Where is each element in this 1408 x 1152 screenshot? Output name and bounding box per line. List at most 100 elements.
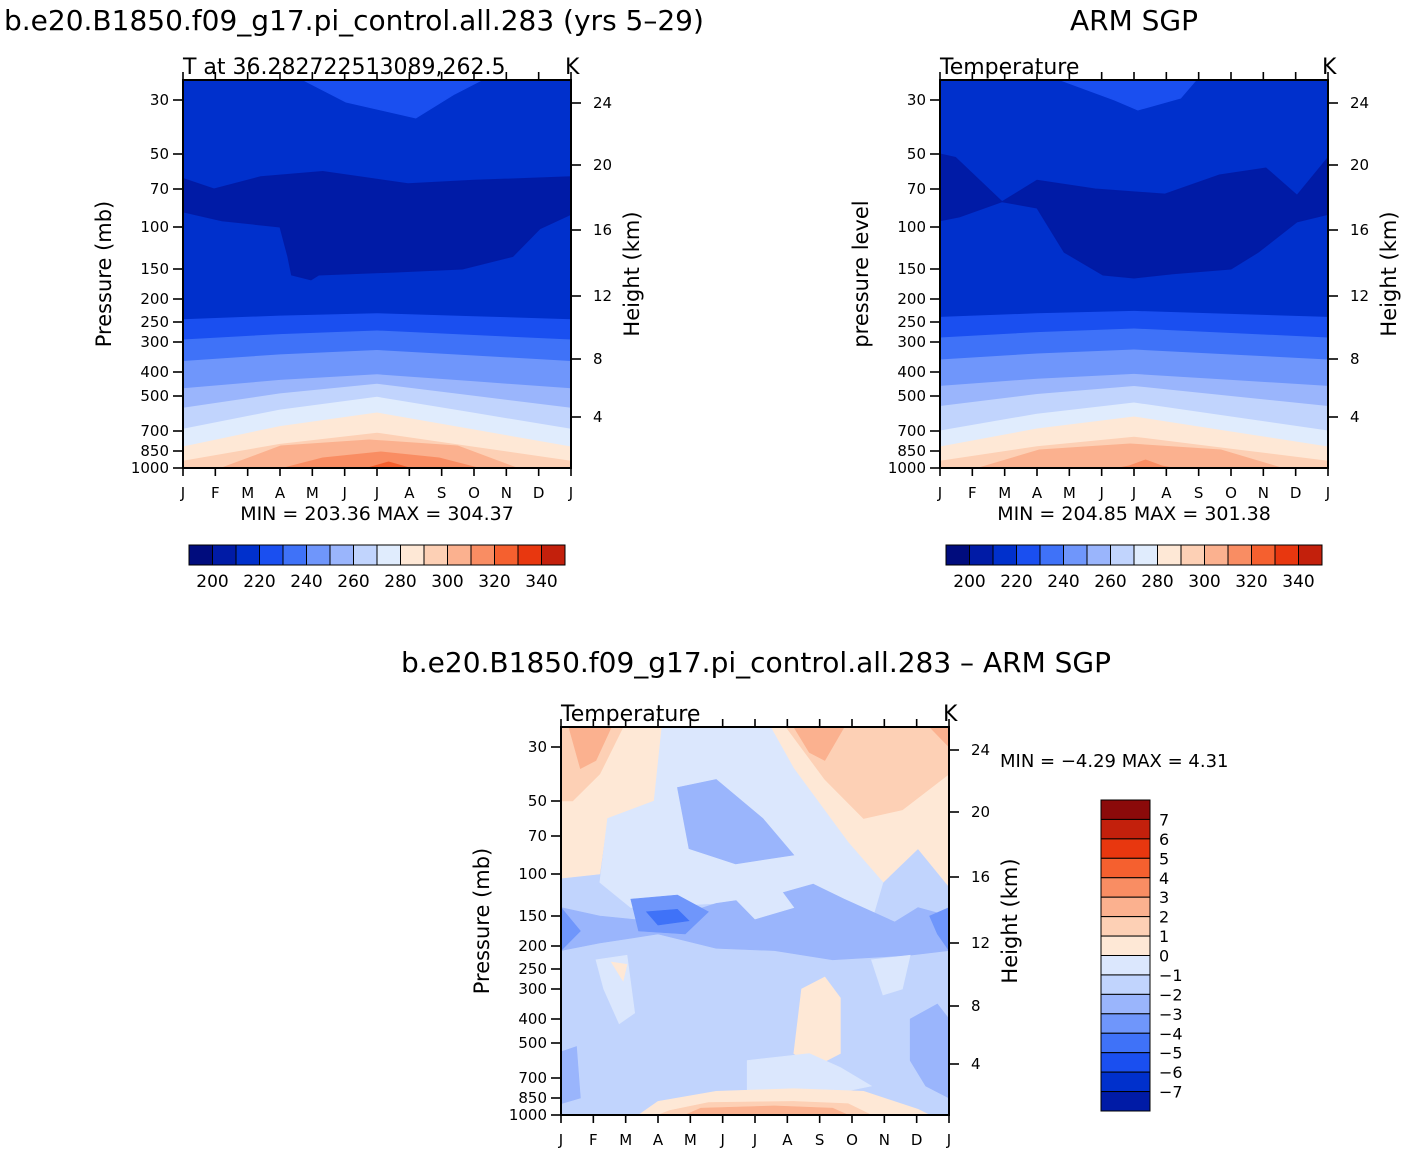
y-axis-label: Pressure (mb) (470, 848, 494, 995)
colorbar-box (212, 544, 237, 566)
x-tick-label: A (1161, 484, 1172, 502)
colorbar-box (1157, 544, 1182, 566)
y-tick-label: 1000 (509, 1106, 547, 1124)
colorbar-label: −7 (1159, 1083, 1183, 1102)
y-tick-label: 30 (907, 91, 926, 109)
colorbar-box (235, 544, 260, 566)
colorbar-box (1110, 544, 1135, 566)
x-tick-label: J (568, 484, 573, 502)
colorbar-box (1100, 1052, 1151, 1073)
colorbar-label: 5 (1159, 849, 1169, 868)
y-tick-label: 500 (140, 387, 169, 405)
x-tick-label: M (1063, 484, 1076, 502)
colorbar-box (1100, 799, 1151, 820)
x-tick-label: A (404, 484, 415, 502)
y-tick-label: 30 (150, 91, 169, 109)
panel-units: K (565, 55, 580, 80)
obs-stats: MIN = 204.85 MAX = 301.38 (997, 503, 1271, 525)
colorbar-box (1100, 877, 1151, 898)
colorbar-label: −6 (1159, 1063, 1183, 1082)
x-tick-label: J (752, 1131, 757, 1149)
panel-title: Temperature (939, 55, 1079, 80)
height-tick-label: 12 (593, 287, 612, 305)
x-tick-label: N (501, 484, 512, 502)
x-tick-label: J (558, 1131, 563, 1149)
model-panel: T at 36.282722513089,262.5 K J F M A M J J A S O N D J… (92, 55, 644, 525)
y-tick-label: 250 (140, 313, 169, 331)
x-tick-label: A (1032, 484, 1043, 502)
height-tick-label: 8 (971, 997, 981, 1015)
colorbar-box (992, 544, 1017, 566)
x-tick-label: J (937, 484, 942, 502)
panel-title: T at 36.282722513089,262.5 (182, 55, 505, 80)
colorbar-label: 320 (478, 572, 510, 592)
panel-units: K (943, 702, 958, 727)
model-contours (183, 80, 571, 468)
colorbar-box (969, 544, 994, 566)
height-tick-label: 12 (1350, 287, 1369, 305)
y-tick-label: 70 (528, 827, 547, 845)
x-tick-label: J (1131, 484, 1136, 502)
contour-band (183, 170, 571, 281)
contour-band (793, 727, 845, 761)
y-tick-label: 100 (897, 218, 926, 236)
height-tick-label: 16 (971, 868, 990, 886)
height-tick-label: 16 (593, 221, 612, 239)
colorbar-box (400, 544, 425, 566)
contour-band (677, 779, 795, 865)
colorbar-label: 4 (1159, 869, 1169, 888)
colorbar-box (1100, 1071, 1151, 1093)
colorbar-box (1063, 544, 1088, 566)
x-tick-label: J (341, 484, 346, 502)
x-tick-label: M (241, 484, 254, 502)
colorbar-box (1298, 544, 1323, 566)
height-tick-label: 24 (593, 94, 612, 112)
right-figure-title: ARM SGP (1070, 4, 1198, 37)
contour-band (283, 451, 479, 468)
colorbar-label: −2 (1159, 985, 1183, 1004)
colorbar-box (1100, 1091, 1151, 1112)
height-tick-label: 4 (971, 1055, 981, 1073)
y-tick-label: 700 (140, 422, 169, 440)
x-tick-label: F (589, 1131, 598, 1149)
y-axis-label: Pressure (mb) (92, 201, 116, 348)
colorbar-box (1274, 544, 1299, 566)
colorbar-box (1251, 544, 1276, 566)
contour-band (1118, 459, 1173, 468)
x-tick-label: J (1325, 484, 1330, 502)
contour-band (735, 886, 795, 920)
y-tick-label: 400 (897, 363, 926, 381)
x-tick-label: D (533, 484, 545, 502)
x-tick-label: M (306, 484, 319, 502)
y-tick-label: 70 (907, 180, 926, 198)
obs-contours (940, 80, 1328, 468)
left-figure-title: b.e20.B1850.f09_g17.pi_control.all.283 (… (4, 4, 704, 37)
colorbar-label: 260 (337, 572, 369, 592)
colorbar-box (1100, 993, 1151, 1015)
colorbar-label: 260 (1094, 572, 1126, 592)
x-tick-label: M (998, 484, 1011, 502)
y-tick-label: 700 (897, 422, 926, 440)
colorbar-box (1100, 974, 1151, 995)
x-tick-label: A (782, 1131, 793, 1149)
height-tick-label: 8 (593, 350, 603, 368)
colorbar-box (1133, 544, 1158, 566)
colorbar-box (494, 544, 519, 566)
y-tick-label: 200 (518, 937, 547, 955)
model-stats: MIN = 203.36 MAX = 304.37 (240, 503, 514, 525)
contour-band (909, 1003, 949, 1099)
right-axis-label: Height (km) (998, 858, 1022, 983)
colorbar-box (188, 544, 213, 566)
colorbar-label: 340 (525, 572, 557, 592)
colorbar-box (1100, 955, 1151, 976)
height-tick-label: 20 (1350, 156, 1369, 174)
contour-band (561, 1046, 581, 1105)
colorbar-box (470, 544, 495, 566)
contour-band (871, 954, 911, 996)
y-tick-label: 50 (528, 792, 547, 810)
x-tick-label: O (468, 484, 480, 502)
contour-band (353, 461, 424, 468)
y-tick-label: 250 (897, 313, 926, 331)
x-tick-label: O (1225, 484, 1237, 502)
